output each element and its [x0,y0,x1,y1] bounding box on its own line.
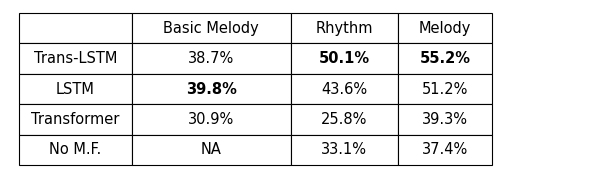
Text: 51.2%: 51.2% [422,82,468,96]
Text: Basic Melody: Basic Melody [163,21,259,36]
Bar [291,135,398,165]
Text: 38.7%: 38.7% [188,51,234,66]
Bar [132,74,291,104]
Bar [19,13,132,43]
Bar [398,43,492,74]
Text: 39.3%: 39.3% [422,112,468,127]
Text: 50.1%: 50.1% [319,51,370,66]
Text: 39.8%: 39.8% [186,82,237,96]
Text: Melody: Melody [419,21,471,36]
Text: NA: NA [201,142,222,157]
Bar [398,104,492,135]
Text: Trans-LSTM: Trans-LSTM [34,51,117,66]
Text: 43.6%: 43.6% [321,82,367,96]
Bar [132,43,291,74]
Text: LSTM: LSTM [56,82,95,96]
Bar [398,135,492,165]
Text: Transformer: Transformer [31,112,120,127]
Bar [291,104,398,135]
Text: 30.9%: 30.9% [188,112,234,127]
Text: No M.F.: No M.F. [50,142,102,157]
Bar [398,13,492,43]
Text: 55.2%: 55.2% [419,51,471,66]
Text: 37.4%: 37.4% [422,142,468,157]
Bar [398,74,492,104]
Bar [291,13,398,43]
Bar [132,104,291,135]
Bar [19,135,132,165]
Bar [132,135,291,165]
Bar [19,74,132,104]
Bar [291,43,398,74]
Bar [19,104,132,135]
Text: 33.1%: 33.1% [321,142,367,157]
Bar [19,43,132,74]
Text: 25.8%: 25.8% [321,112,367,127]
Bar [132,13,291,43]
Bar [291,74,398,104]
Text: Rhythm: Rhythm [315,21,373,36]
